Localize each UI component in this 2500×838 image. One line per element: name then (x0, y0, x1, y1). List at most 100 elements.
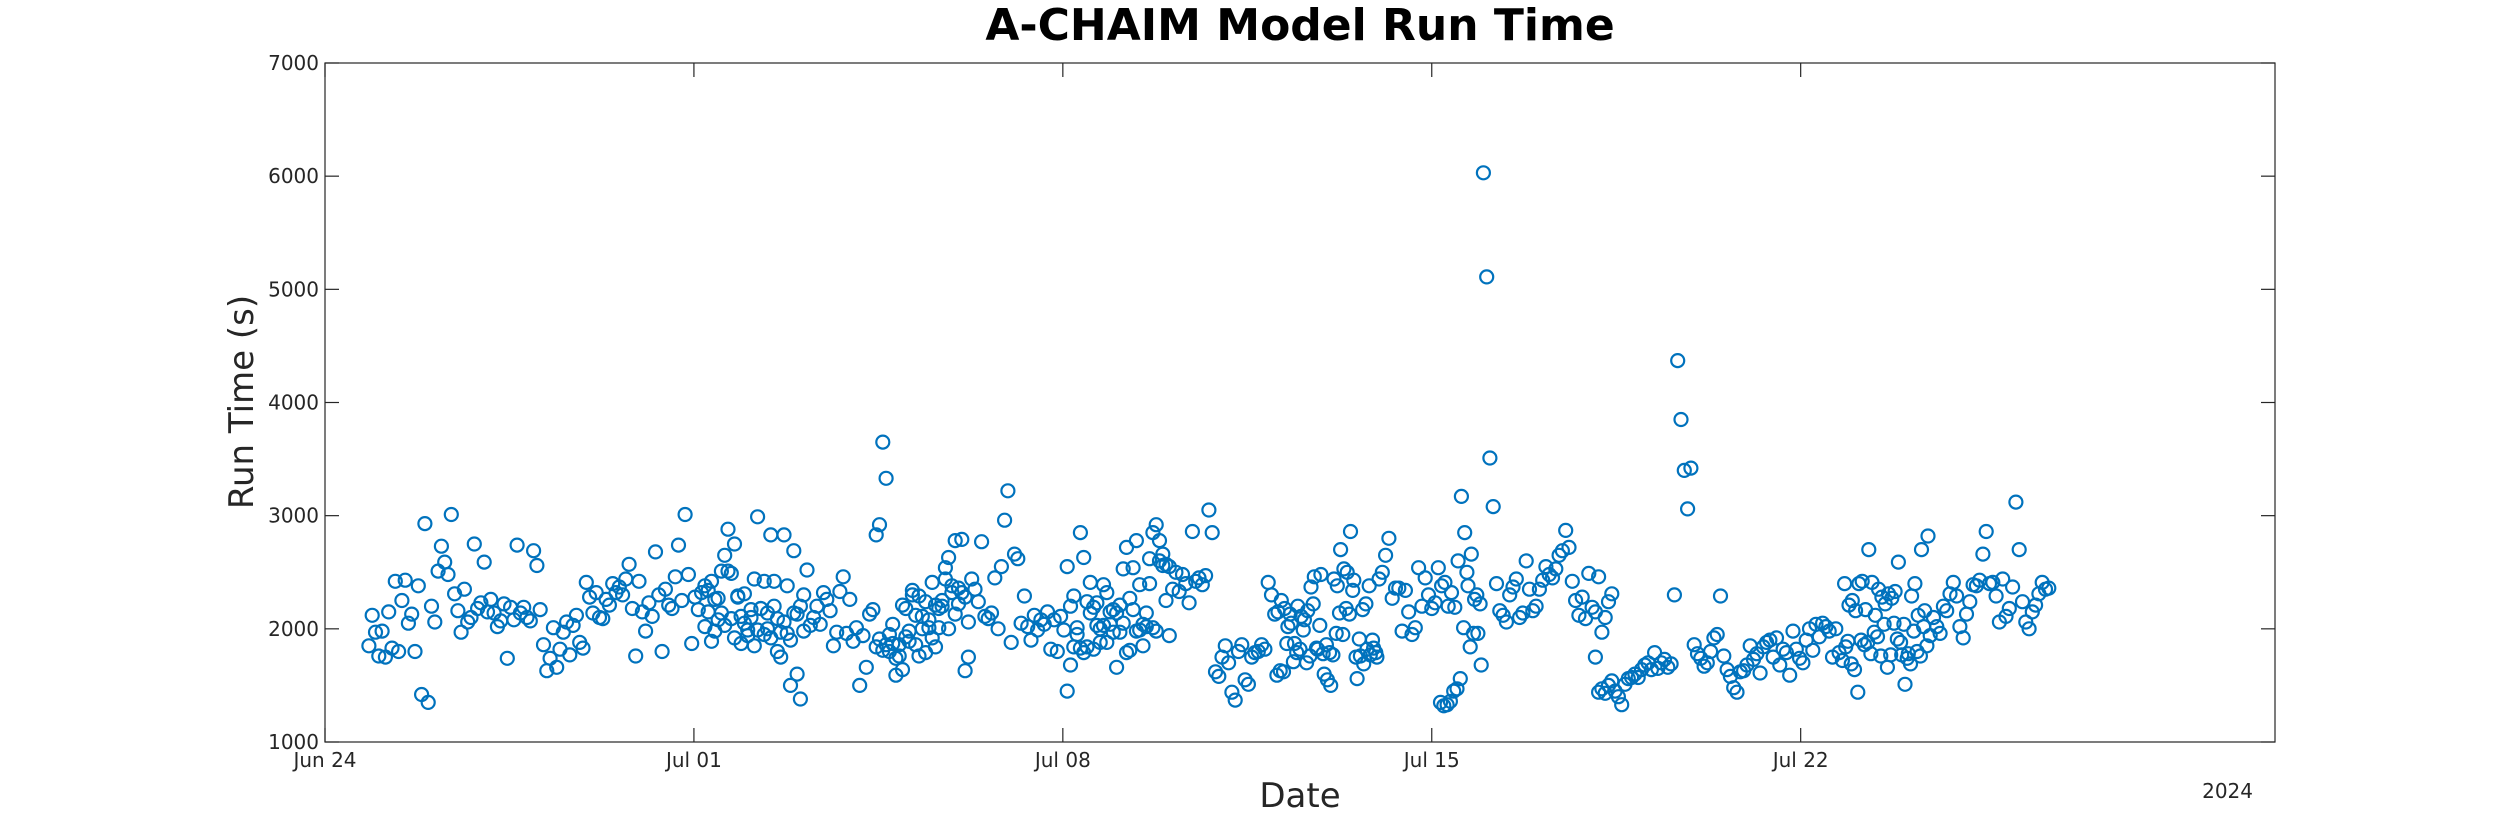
data-point (1447, 599, 1463, 615)
data-point (898, 600, 914, 617)
data-point (1325, 647, 1341, 663)
data-point (1099, 584, 1115, 601)
data-point (1313, 566, 1329, 583)
data-point (433, 538, 449, 554)
data-point (410, 578, 426, 594)
data-point (1805, 642, 1821, 658)
data-point (1432, 694, 1449, 711)
data-point (1919, 638, 1935, 654)
data-point (1670, 353, 1686, 369)
data-point (937, 560, 954, 576)
data-point (657, 581, 674, 597)
data-point (1752, 665, 1768, 681)
data-point (960, 649, 977, 665)
data-point (1702, 643, 1719, 660)
data-point (535, 637, 552, 653)
data-point (885, 616, 901, 632)
data-point (1217, 638, 1233, 654)
data-point (1975, 546, 1991, 562)
data-point (1358, 596, 1374, 612)
data-point (835, 569, 851, 585)
data-point (1528, 598, 1544, 614)
data-point (927, 639, 944, 655)
data-point (1315, 646, 1331, 662)
data-point (1889, 631, 1905, 647)
data-point (894, 597, 911, 613)
data-point (654, 643, 670, 660)
data-point (420, 694, 436, 711)
data-point (423, 598, 440, 614)
data-point (776, 527, 792, 543)
data-point (957, 589, 973, 605)
data-point (858, 659, 874, 675)
data-point (749, 622, 766, 638)
data-point (865, 601, 881, 618)
data-point (522, 613, 538, 629)
data-point (1273, 592, 1289, 609)
data-point (1863, 646, 1879, 662)
data-point (631, 573, 647, 589)
data-point (914, 621, 930, 637)
data-point (1505, 579, 1521, 595)
data-point (1348, 649, 1364, 665)
data-point (1939, 603, 1955, 619)
data-point (723, 610, 739, 627)
data-point (1462, 639, 1478, 655)
data-point (917, 594, 934, 610)
y-tick-label: 7000 (268, 51, 319, 75)
data-point (1498, 614, 1515, 630)
data-point (1482, 450, 1498, 466)
data-point (1890, 554, 1907, 570)
data-point (1457, 524, 1473, 541)
data-point (1473, 657, 1489, 673)
data-point (1686, 637, 1702, 653)
data-point (1125, 560, 1141, 576)
data-point (1768, 630, 1785, 646)
data-point (1194, 577, 1210, 593)
data-point (1417, 570, 1433, 586)
data-point (1158, 592, 1174, 609)
data-point (759, 605, 776, 621)
data-point (1479, 269, 1495, 285)
data-point (957, 663, 973, 679)
data-point (1440, 598, 1456, 614)
data-point (1508, 571, 1524, 587)
data-point (1660, 659, 1676, 675)
data-point (1128, 532, 1145, 549)
data-point (1305, 596, 1321, 612)
data-point (934, 598, 950, 614)
data-point (1828, 621, 1844, 637)
data-point (1178, 575, 1194, 592)
y-tick-label: 5000 (268, 277, 319, 301)
data-point (1003, 634, 1019, 651)
data-point (516, 599, 532, 615)
data-point (1329, 578, 1345, 594)
data-point (723, 565, 739, 582)
data-point (1374, 564, 1390, 580)
data-point (1531, 581, 1548, 597)
data-point (1538, 558, 1554, 575)
data-point (1234, 637, 1250, 653)
data-point (1000, 483, 1016, 499)
data-point (703, 573, 720, 589)
data-point (1391, 580, 1407, 596)
data-point (773, 624, 789, 640)
data-point (1335, 626, 1351, 643)
data-point (782, 677, 799, 694)
data-point (1847, 603, 1864, 619)
data-point (825, 638, 842, 654)
data-point (529, 557, 545, 574)
data-point (1470, 625, 1486, 642)
data-point (1295, 622, 1311, 638)
data-point (726, 536, 743, 552)
data-point (1010, 551, 1026, 567)
data-point (1452, 670, 1468, 687)
data-point (1174, 566, 1191, 583)
data-point (1132, 577, 1148, 593)
data-point (1469, 587, 1485, 603)
data-point (1443, 584, 1460, 601)
data-point (1463, 546, 1479, 562)
data-point (483, 591, 499, 608)
data-point (456, 581, 472, 597)
data-point (766, 573, 782, 589)
